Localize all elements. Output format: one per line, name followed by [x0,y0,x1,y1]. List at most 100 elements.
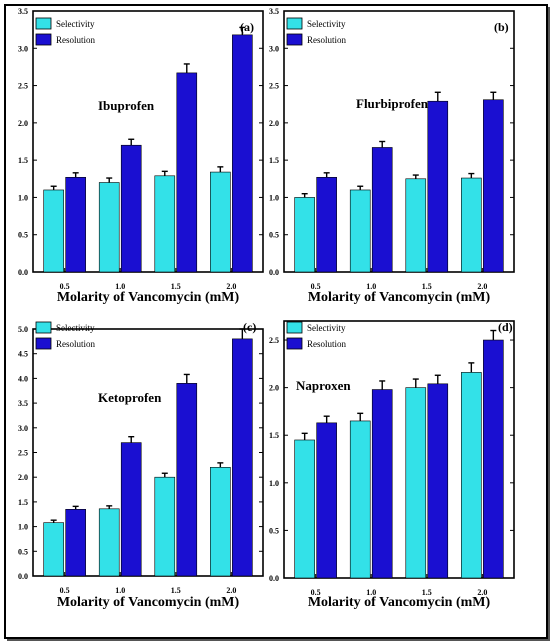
legend: Selectivity Resolution [35,321,96,350]
bar-resolution-2.0 [483,99,504,273]
y-tick-label: 2.0 [18,473,28,482]
chart-panel-a: 0.00.51.01.52.02.53.03.50.5 1.0 1.5 2.0Mola… [18,7,264,305]
bar-selectivity-1.5 [154,476,176,577]
bar-resolution-1.0 [371,147,393,273]
y-tick-label: 0.0 [269,268,279,277]
y-tick-label: 3.5 [18,399,28,408]
plot-area [283,320,515,579]
legend-swatch-resolution [286,337,303,350]
y-tick-label: 1.0 [18,523,28,532]
y-tick-label: 0.0 [269,574,279,583]
legend-label-resolution: Resolution [56,339,96,349]
y-tick-label: 2.5 [269,82,279,91]
bar-resolution-1.5 [427,100,449,273]
bar-resolution-1.5 [176,383,198,577]
y-tick-label: 2.0 [269,119,279,128]
x-axis-title: Molarity of Vancomycin (mM) [57,290,240,305]
y-tick-label: 3.0 [269,44,279,53]
bar-selectivity-0.5 [43,189,64,273]
y-tick-label: 0.5 [269,231,279,240]
x-tick-label: 2.0 [226,586,236,595]
legend-label-selectivity: Selectivity [56,19,95,29]
panel-label: (b) [494,20,509,34]
y-tick-label: 3.5 [269,7,279,16]
legend-swatch-selectivity [35,321,52,334]
y-tick-label: 4.0 [18,374,28,383]
bar-selectivity-1.5 [405,178,427,273]
y-tick-label: 0.5 [18,231,28,240]
y-tick-label: 0.5 [18,547,28,556]
bar-resolution-0.5 [65,509,86,577]
x-tick-label: 1.0 [115,586,125,595]
y-tick-label: 2.5 [269,336,279,345]
x-axis-title: Molarity of Vancomycin (mM) [57,595,240,610]
bar-selectivity-1.0 [349,189,371,273]
chart-panel-b: 0.00.51.01.52.02.53.03.50.5 1.0 1.5 2.0Mola… [269,7,515,305]
x-tick-label: 2.0 [226,282,236,291]
bar-selectivity-0.5 [294,197,315,273]
bar-resolution-2.0 [232,34,253,273]
drug-annotation: Naproxen [296,378,351,393]
legend-swatch-resolution [286,33,303,46]
legend: Selectivity Resolution [35,17,96,46]
y-tick-label: 1.5 [269,156,279,165]
bar-selectivity-0.5 [294,439,315,579]
x-tick-label: 1.5 [422,282,432,291]
y-tick-label: 1.5 [18,498,28,507]
bar-resolution-1.5 [176,72,198,273]
legend-label-selectivity: Selectivity [307,323,346,333]
bar-resolution-1.0 [120,442,142,577]
bar-resolution-2.0 [232,338,253,577]
bar-selectivity-2.0 [461,372,482,579]
legend-label-selectivity: Selectivity [307,19,346,29]
bar-selectivity-1.0 [98,508,120,577]
drug-annotation: Ibuprofen [98,98,155,113]
legend-label-resolution: Resolution [307,339,347,349]
y-tick-label: 2.0 [18,119,28,128]
y-tick-label: 1.0 [269,479,279,488]
y-tick-label: 1.5 [18,156,28,165]
y-tick-label: 2.0 [269,384,279,393]
bar-resolution-0.5 [316,176,337,273]
bar-resolution-2.0 [483,339,504,579]
y-tick-label: 3.5 [18,7,28,16]
y-tick-label: 0.0 [18,572,28,581]
bar-selectivity-1.0 [349,420,371,579]
bar-resolution-1.5 [427,383,449,579]
x-axis-title: Molarity of Vancomycin (mM) [308,595,491,610]
x-tick-label: 0.5 [60,586,70,595]
y-tick-label: 0.5 [269,526,279,535]
legend-swatch-resolution [35,33,52,46]
legend-swatch-selectivity [286,321,303,334]
x-tick-label: 1.5 [171,586,181,595]
bar-resolution-1.0 [371,389,393,579]
x-axis-title: Molarity of Vancomycin (mM) [308,290,491,305]
x-tick-label: 0.5 [60,282,70,291]
panel-label: (d) [498,320,513,334]
legend: Selectivity Resolution [286,17,347,46]
bar-selectivity-1.5 [405,387,427,579]
legend-swatch-resolution [35,337,52,350]
plot-area [283,10,515,273]
bar-resolution-0.5 [65,176,86,273]
bar-selectivity-2.0 [210,171,231,273]
x-tick-label: 0.5 [311,588,321,597]
bar-selectivity-2.0 [461,177,482,273]
y-tick-label: 2.5 [18,82,28,91]
legend-label-selectivity: Selectivity [56,323,95,333]
y-tick-label: 4.5 [18,350,28,359]
y-tick-label: 0.0 [18,268,28,277]
bar-selectivity-2.0 [210,467,231,577]
y-tick-label: 3.0 [18,424,28,433]
bar-selectivity-1.5 [154,175,176,273]
drug-annotation: Flurbiprofen [356,96,429,111]
bar-selectivity-1.0 [98,182,120,273]
panel-label: (c) [243,320,256,334]
legend-label-resolution: Resolution [307,35,347,45]
drug-annotation: Ketoprofen [98,390,162,405]
legend-swatch-selectivity [35,17,52,30]
x-tick-label: 1.0 [366,282,376,291]
y-tick-label: 5.0 [18,325,28,334]
bar-resolution-0.5 [316,422,337,579]
